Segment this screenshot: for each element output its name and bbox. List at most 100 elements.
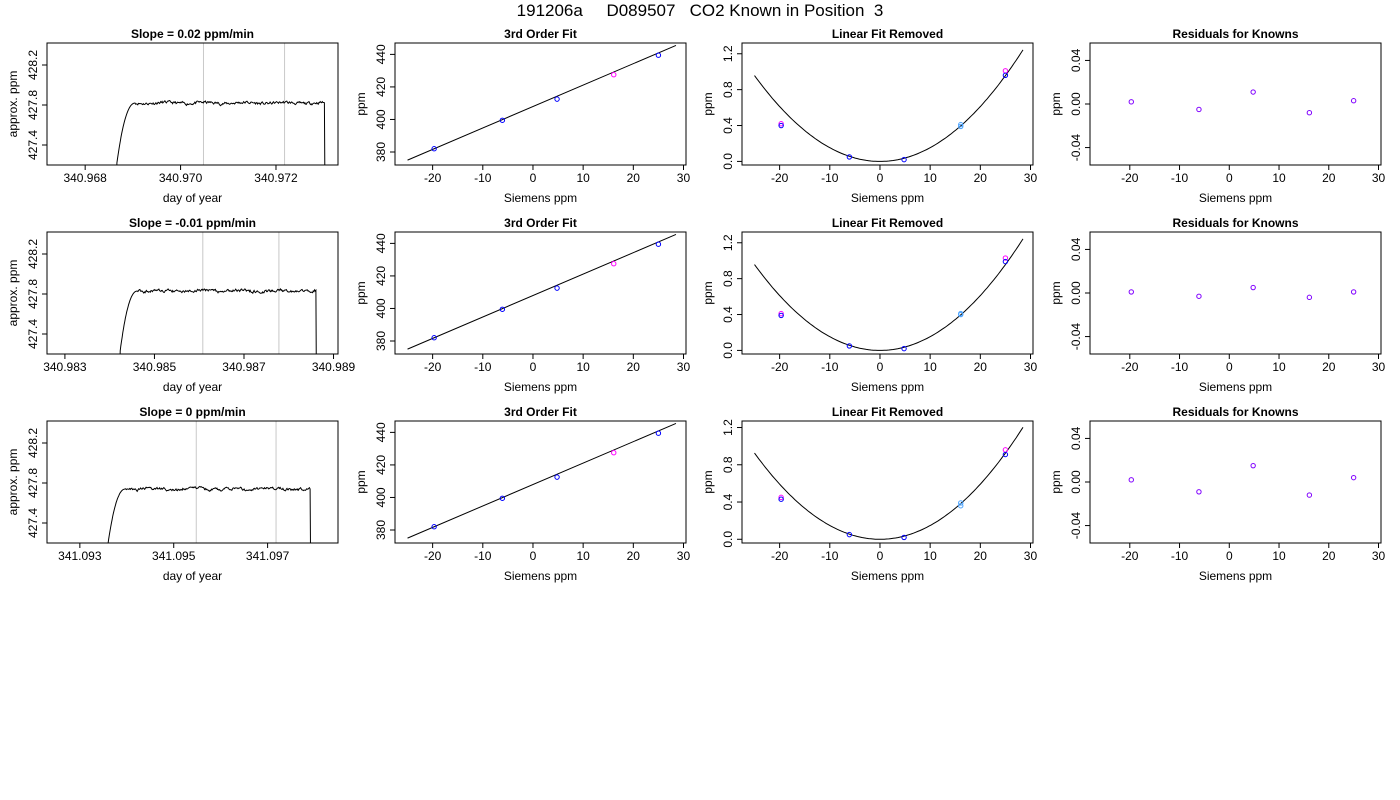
row1-fit-data-layer <box>407 44 677 161</box>
row1-fit-xtick-label-5: 30 <box>677 171 691 185</box>
row1-timeseries-ytick-label-0: 427.4 <box>26 130 40 160</box>
row2-linear-removed-xtick-label-4: 20 <box>974 360 988 374</box>
row3-fit-ytick-label-1: 400 <box>374 487 388 507</box>
row2-fit-point-4 <box>655 241 662 247</box>
row1-linear-removed-point-4 <box>958 121 964 128</box>
row2-linear-removed-xtick-label-2: 0 <box>877 360 884 374</box>
row1-linear-removed-fit-curve <box>754 49 1024 162</box>
row1-linear-removed-point-6 <box>1002 68 1009 74</box>
row3-timeseries-trace <box>107 485 311 543</box>
row1-linear-removed-xlabel: Siemens ppm <box>851 191 924 205</box>
row3-residuals-point-3 <box>1306 492 1313 498</box>
row3-residuals-point-0 <box>1128 477 1134 483</box>
row2-residuals-xtick-label-4: 20 <box>1322 360 1336 374</box>
row3-linear-removed-point-6 <box>1002 447 1009 453</box>
row1-linear-removed-xtick-label-2: 0 <box>877 171 884 185</box>
row1-linear-removed-point-2 <box>846 154 853 160</box>
row3-fit-ylabel: ppm <box>354 470 368 493</box>
row1-linear-removed-xtick-label-1: -10 <box>821 171 839 185</box>
row2-residuals-xtick-label-2: 0 <box>1226 360 1233 374</box>
row3-linear-removed-xtick-label-4: 20 <box>974 549 988 563</box>
row2-timeseries-ytick-label-1: 427.8 <box>26 279 40 309</box>
row2-linear-removed-fit-curve <box>754 238 1024 351</box>
row2-fit-fit-line <box>407 233 677 350</box>
row1-residuals-xtick-label-4: 20 <box>1322 171 1336 185</box>
row2-fit-xlabel: Siemens ppm <box>504 380 577 394</box>
row3-timeseries-ytick-label-1: 427.8 <box>26 468 40 498</box>
row1-fit-xtick-label-2: 0 <box>530 171 537 185</box>
row3-timeseries-title: Slope = 0 ppm/min <box>139 405 245 419</box>
row3-residuals-ytick-label-0: -0.04 <box>1069 512 1083 540</box>
row3-fit-data-layer <box>407 422 677 539</box>
row2-residuals-point-1 <box>1196 293 1202 299</box>
row1-residuals-xtick-label-3: 10 <box>1272 171 1286 185</box>
row3-residuals-xtick-label-2: 0 <box>1226 549 1233 563</box>
row3-fit-point-0 <box>431 524 437 530</box>
row2-fit-ytick-label-3: 440 <box>374 233 388 253</box>
row1-residuals-point-4 <box>1350 98 1357 104</box>
row2-fit-point-1 <box>499 306 506 312</box>
row3-linear-removed-point-7 <box>1002 451 1009 458</box>
row3-residuals-point-2 <box>1250 462 1256 469</box>
row2-timeseries-data-layer <box>119 232 317 354</box>
row3-residuals-panel: -20 -10 0 10 20 30 -0.04 0.00 0.04 Residuals for … <box>1049 405 1386 583</box>
row1-timeseries-data-layer <box>116 43 326 165</box>
row2-residuals-ylabel: ppm <box>1049 281 1063 304</box>
row1-fit-ytick-label-2: 420 <box>374 77 388 97</box>
row1-linear-removed-frame <box>741 42 1034 166</box>
row3-linear-removed-point-2 <box>846 531 853 538</box>
row1-timeseries-xtick-label-0: 340.968 <box>63 171 107 185</box>
row3-fit-xtick-label-4: 20 <box>627 549 641 563</box>
row3-fit-ytick-label-0: 380 <box>374 520 388 540</box>
row3-linear-removed-xtick-label-2: 0 <box>877 549 884 563</box>
row3-residuals-ylabel: ppm <box>1049 470 1063 493</box>
row2-fit-point-3 <box>611 261 617 267</box>
row2-linear-removed-point-0 <box>778 310 784 317</box>
row2-residuals-xlabel: Siemens ppm <box>1199 380 1272 394</box>
row3-fit-fit-line <box>407 422 677 539</box>
row3-fit-xtick-label-2: 0 <box>530 549 537 563</box>
row2-fit-ytick-label-1: 400 <box>374 298 388 318</box>
row2-linear-removed-point-1 <box>778 312 784 319</box>
row3-linear-removed-point-0 <box>778 494 784 501</box>
row3-residuals-ytick-label-2: 0.04 <box>1069 426 1083 450</box>
row1-residuals-xtick-label-2: 0 <box>1226 171 1233 185</box>
row2-linear-removed-ytick-label-2: 0.8 <box>721 270 735 287</box>
row2-fit-ytick-label-0: 380 <box>374 331 388 351</box>
row1-residuals-xtick-label-0: -20 <box>1121 171 1139 185</box>
row2-residuals-xtick-label-5: 30 <box>1372 360 1386 374</box>
row3-fit-xtick-label-0: -20 <box>424 549 442 563</box>
row3-fit-xtick-label-5: 30 <box>677 549 691 563</box>
row1-residuals-xtick-label-5: 30 <box>1372 171 1386 185</box>
row1-residuals-point-2 <box>1250 89 1256 95</box>
row1-fit-xlabel: Siemens ppm <box>504 191 577 205</box>
row1-linear-removed-title: Linear Fit Removed <box>832 27 943 41</box>
row1-linear-removed-ytick-label-0: 0.0 <box>721 153 735 170</box>
row1-residuals-ytick-label-0: -0.04 <box>1069 134 1083 162</box>
row3-fit-ytick-label-2: 420 <box>374 455 388 475</box>
row3-residuals-point-4 <box>1350 474 1357 481</box>
row2-linear-removed-xlabel: Siemens ppm <box>851 380 924 394</box>
row3-linear-removed-ytick-label-0: 0.0 <box>721 531 735 548</box>
row3-fit-point-4 <box>655 430 662 436</box>
row1-fit-point-4 <box>655 52 662 58</box>
row3-linear-removed-frame <box>741 420 1034 544</box>
row3-linear-removed-point-1 <box>778 496 784 502</box>
row2-linear-removed-point-3 <box>901 345 907 352</box>
row1-timeseries-panel: 340.968 340.970 340.972 427.4 427.8 428.2 Slop… <box>6 27 339 205</box>
row2-fit-xtick-label-5: 30 <box>677 360 691 374</box>
row3-fit-xtick-label-1: -10 <box>474 549 492 563</box>
row3-linear-removed-xtick-label-0: -20 <box>771 549 789 563</box>
row3-timeseries-frame <box>46 420 339 544</box>
row2-timeseries-ytick-label-0: 427.4 <box>26 319 40 349</box>
row1-timeseries-ytick-label-2: 428.2 <box>26 50 40 80</box>
row3-residuals-frame <box>1089 420 1382 544</box>
row2-residuals-point-0 <box>1128 289 1134 295</box>
row3-timeseries-xtick-label-2: 341.097 <box>246 549 290 563</box>
row1-linear-removed-point-5 <box>958 123 964 130</box>
row1-residuals-ytick-label-1: 0.00 <box>1069 92 1083 116</box>
row1-residuals-point-0 <box>1128 99 1134 105</box>
row1-timeseries-frame <box>46 42 339 166</box>
row3-linear-removed-ytick-label-2: 0.8 <box>721 456 735 473</box>
